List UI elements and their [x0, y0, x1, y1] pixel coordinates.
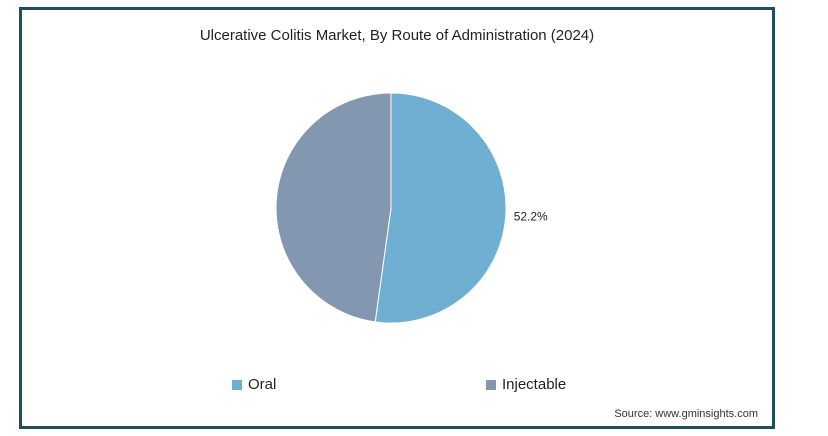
pie-chart: 52.2% [275, 92, 548, 324]
legend-item-oral: Oral [232, 376, 276, 393]
pie-slice-oral [374, 92, 507, 324]
legend-swatch-oral [232, 379, 242, 390]
legend-swatch-injectable [486, 379, 496, 390]
legend-label-oral: Oral [248, 376, 277, 393]
legend: Oral Injectable [22, 376, 772, 400]
legend-item-injectable: Injectable [486, 376, 566, 393]
chart-title: Ulcerative Colitis Market, By Route of A… [199, 27, 595, 44]
legend-label-injectable: Injectable [502, 376, 567, 393]
chart-frame: Ulcerative Colitis Market, By Route of A… [19, 7, 775, 429]
pie-slice-injectable [275, 92, 392, 323]
source-note: Source: www.gminsights.com [614, 408, 758, 420]
data-label-oral: 52.2% [514, 209, 548, 223]
